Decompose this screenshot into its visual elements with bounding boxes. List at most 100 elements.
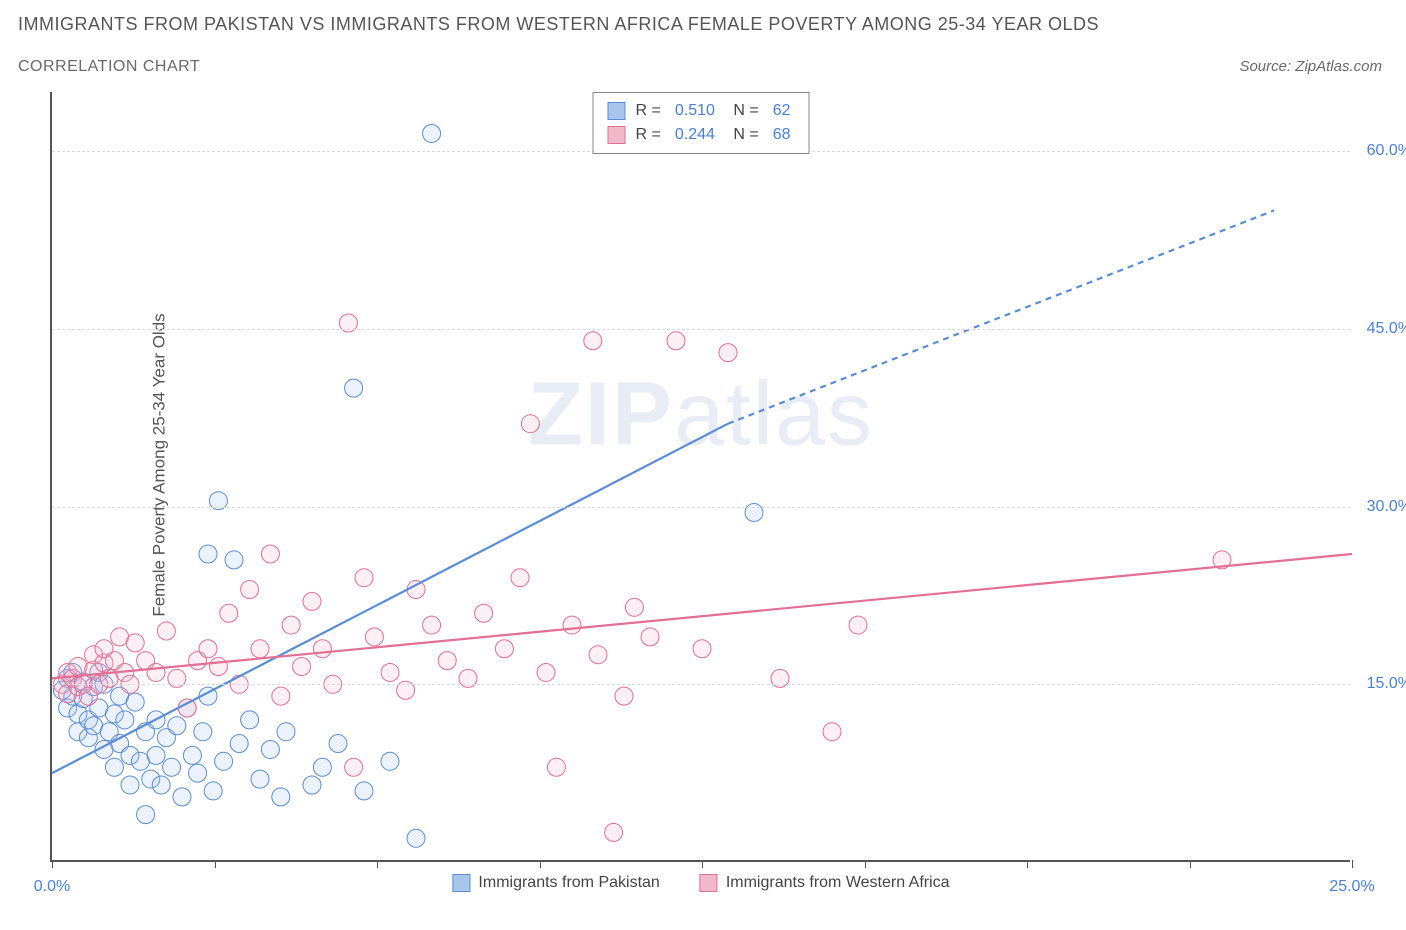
data-point xyxy=(121,776,139,794)
data-point xyxy=(173,788,191,806)
legend-r-value: 0.510 xyxy=(675,99,715,123)
legend-r-value: 0.244 xyxy=(675,123,715,147)
data-point xyxy=(137,806,155,824)
data-point xyxy=(381,752,399,770)
legend-n-value: 68 xyxy=(773,123,791,147)
data-point xyxy=(407,581,425,599)
gridline xyxy=(52,684,1350,685)
data-point xyxy=(157,622,175,640)
x-tick xyxy=(1352,860,1353,868)
legend-label: Immigrants from Western Africa xyxy=(726,874,950,892)
data-point xyxy=(163,758,181,776)
legend-row: R = 0.244 N = 68 xyxy=(608,123,795,147)
data-point xyxy=(849,616,867,634)
data-point xyxy=(355,782,373,800)
x-tick xyxy=(52,860,53,868)
data-point xyxy=(605,823,623,841)
data-point xyxy=(105,758,123,776)
trend-line xyxy=(52,554,1352,678)
data-point xyxy=(589,646,607,664)
data-point xyxy=(209,658,227,676)
data-point xyxy=(584,332,602,350)
data-point xyxy=(355,569,373,587)
chart-subtitle: CORRELATION CHART xyxy=(18,58,200,76)
series-legend: Immigrants from Pakistan Immigrants from … xyxy=(452,874,949,892)
data-point xyxy=(345,379,363,397)
data-point xyxy=(241,711,259,729)
data-point xyxy=(126,693,144,711)
source-attribution: Source: ZipAtlas.com xyxy=(1239,58,1382,75)
data-point xyxy=(547,758,565,776)
trend-line-extrapolated xyxy=(728,210,1274,423)
data-point xyxy=(303,592,321,610)
chart-area: ZIPatlas R =0.510 N =62R =0.244 N =68 Im… xyxy=(50,92,1350,862)
data-point xyxy=(329,735,347,753)
data-point xyxy=(251,640,269,658)
legend-label: Immigrants from Pakistan xyxy=(478,874,659,892)
data-point xyxy=(215,752,233,770)
data-point xyxy=(194,723,212,741)
legend-r-label: R = xyxy=(636,123,661,147)
data-point xyxy=(303,776,321,794)
data-point xyxy=(199,640,217,658)
legend-swatch xyxy=(608,126,626,144)
data-point xyxy=(183,746,201,764)
data-point xyxy=(272,788,290,806)
data-point xyxy=(282,616,300,634)
x-tick xyxy=(540,860,541,868)
data-point xyxy=(261,740,279,758)
data-point xyxy=(168,717,186,735)
data-point xyxy=(719,344,737,362)
data-point xyxy=(241,581,259,599)
x-tick xyxy=(1190,860,1191,868)
data-point xyxy=(204,782,222,800)
data-point xyxy=(423,616,441,634)
data-point xyxy=(693,640,711,658)
data-point xyxy=(625,598,643,616)
data-point xyxy=(407,829,425,847)
data-point xyxy=(438,652,456,670)
x-tick-label: 0.0% xyxy=(34,878,70,896)
x-tick-label: 25.0% xyxy=(1329,878,1374,896)
data-point xyxy=(423,124,441,142)
data-point xyxy=(152,776,170,794)
gridline xyxy=(52,507,1350,508)
data-point xyxy=(147,663,165,681)
data-point xyxy=(293,658,311,676)
data-point xyxy=(69,658,87,676)
data-point xyxy=(178,699,196,717)
gridline xyxy=(52,329,1350,330)
data-point xyxy=(641,628,659,646)
data-point xyxy=(220,604,238,622)
data-point xyxy=(313,640,331,658)
chart-title: IMMIGRANTS FROM PAKISTAN VS IMMIGRANTS F… xyxy=(18,14,1099,35)
data-point xyxy=(313,758,331,776)
chart-svg xyxy=(52,92,1350,860)
y-tick-label: 60.0% xyxy=(1367,142,1406,160)
data-point xyxy=(199,545,217,563)
legend-swatch xyxy=(700,874,718,892)
data-point xyxy=(147,746,165,764)
data-point xyxy=(495,640,513,658)
data-point xyxy=(251,770,269,788)
data-point xyxy=(189,764,207,782)
y-tick-label: 45.0% xyxy=(1367,320,1406,338)
data-point xyxy=(667,332,685,350)
data-point xyxy=(823,723,841,741)
data-point xyxy=(225,551,243,569)
trend-line xyxy=(52,424,728,773)
data-point xyxy=(277,723,295,741)
x-tick xyxy=(215,860,216,868)
legend-row: R = 0.510 N = 62 xyxy=(608,99,795,123)
legend-swatch xyxy=(452,874,470,892)
data-point xyxy=(521,415,539,433)
data-point xyxy=(537,663,555,681)
legend-r-label: R = xyxy=(636,99,661,123)
legend-item: Immigrants from Western Africa xyxy=(700,874,950,892)
data-point xyxy=(272,687,290,705)
x-tick xyxy=(377,860,378,868)
legend-n-label: N = xyxy=(729,123,759,147)
legend-n-value: 62 xyxy=(773,99,791,123)
data-point xyxy=(230,735,248,753)
legend-n-label: N = xyxy=(729,99,759,123)
